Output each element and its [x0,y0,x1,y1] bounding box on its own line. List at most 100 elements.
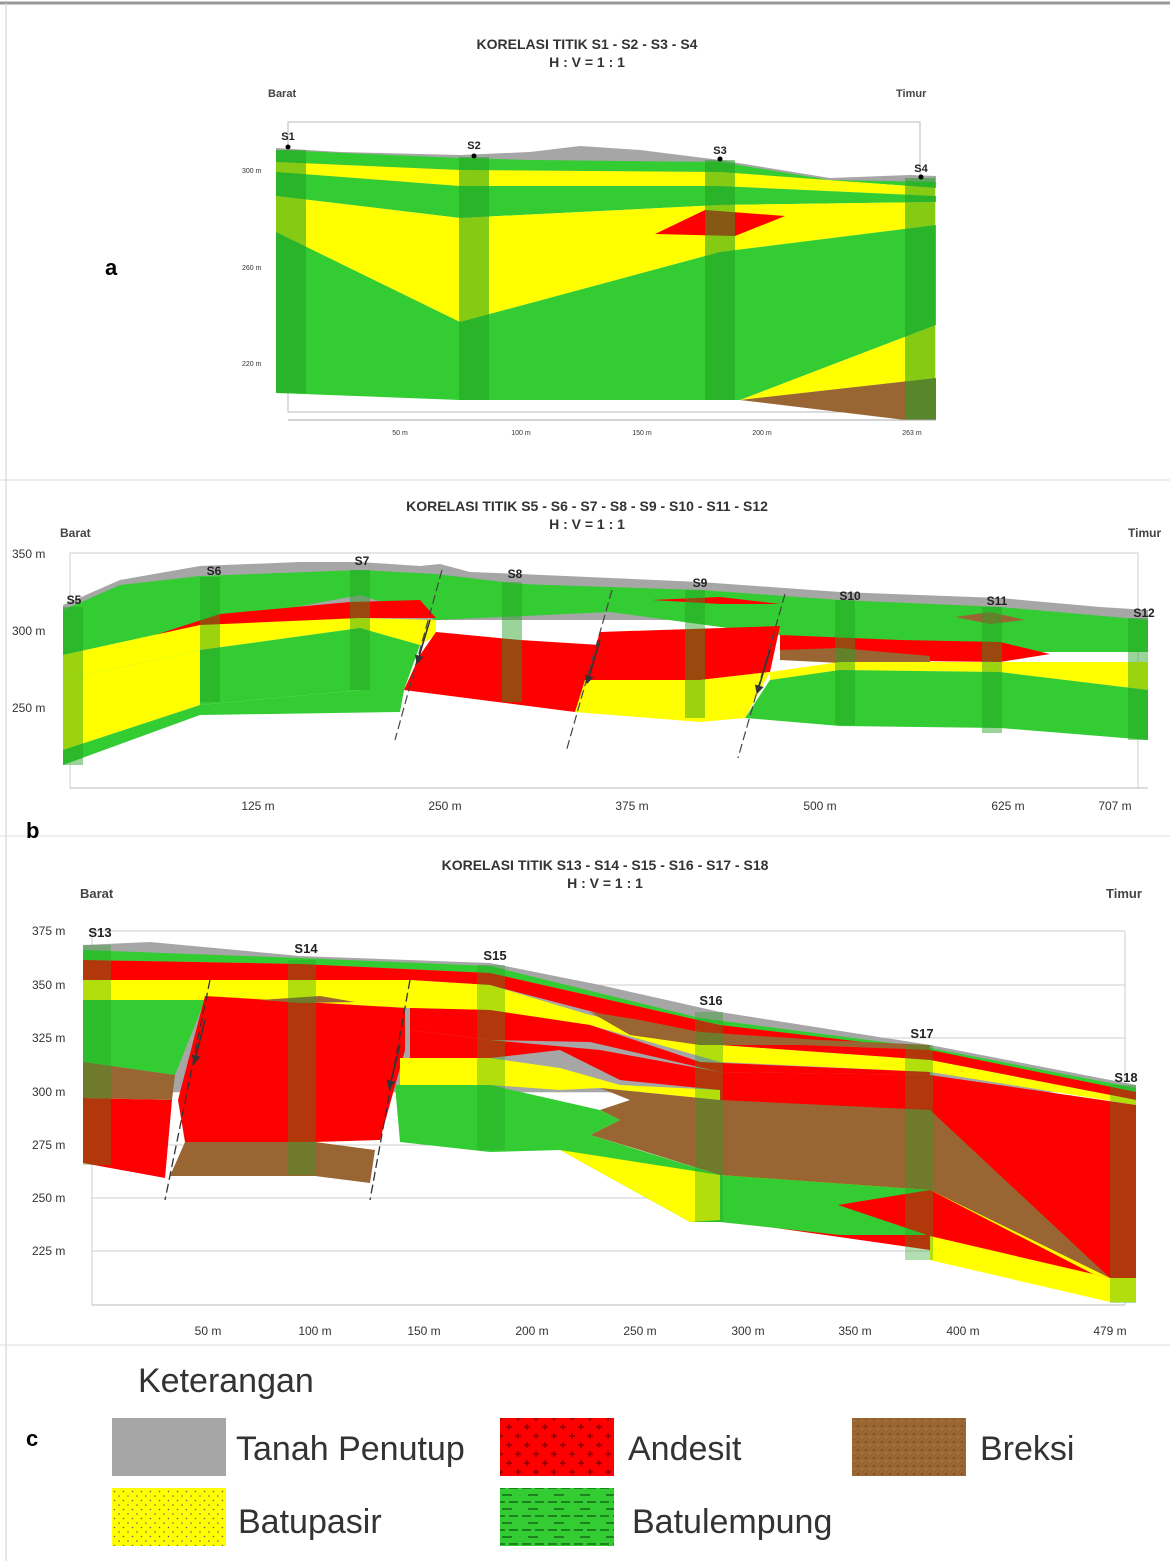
panel-c-scale: H : V = 1 : 1 [567,875,643,891]
panel-b-borehole-s11 [982,607,1002,733]
panel-b-fault-1 [394,569,443,741]
panel-b-label-s11: S11 [987,594,1008,608]
panel-c-xtick-479: 479 m [1093,1324,1126,1338]
panel-c-label-s16: S16 [699,993,722,1008]
panel-b-breksi-s11-lens [955,612,1025,624]
panel-a-ytick-260: 260 m [242,265,262,272]
panel-a-xtick-200: 200 m [752,430,772,437]
panel-c-andesit-lens-s17 [838,1190,1095,1275]
panel-c-ytick-350: 350 m [32,978,65,992]
panel-c-batulempung-s13 [83,1000,205,1075]
panel-b-ytick-250: 250 m [12,701,45,715]
legend-label-breksi: Breksi [980,1430,1074,1468]
panel-c-batupasir-s15 [400,1058,720,1100]
panel-b-fault-arrow-2 [584,639,601,685]
panel-b-andesit-block2 [585,626,780,680]
panel-b-batulempung-east [745,670,1148,740]
panel-c-xtick-250: 250 m [623,1324,656,1338]
panel-c-label-s17: S17 [910,1026,933,1041]
panel-c-letter: c [26,1426,38,1451]
panel-b-batulempung-base-west [63,690,404,765]
panel-a-marker-s2 [471,153,477,159]
legend-label-batulempung: Batulempung [632,1503,832,1541]
panel-a-xtick-50: 50 m [392,430,408,437]
panel-a-borehole-s2 [459,157,489,400]
panel-b-borehole-s7 [350,570,370,690]
panel-a-ytick-300: 300 m [242,168,262,175]
panel-a-east-label: Timur [896,88,927,100]
panel-a-batulempung-lower [276,225,936,400]
panel-c-batupasir-s13 [83,990,205,1000]
panel-b-scale: H : V = 1 : 1 [549,516,625,532]
panel-b-xtick-375: 375 m [615,799,648,813]
panel-c-ytick-375: 375 m [32,924,65,938]
panel-a-marker-s1 [285,144,291,150]
panel-b-borehole-s6 [200,577,220,702]
panel-b-batupasir-east [770,662,1148,690]
panel-a-xtick-150: 150 m [632,430,652,437]
panel-b-label-s12: S12 [1133,606,1155,620]
panel-b-xtick-250: 250 m [428,799,461,813]
panel-a-marker-s4 [918,174,924,180]
panel-b-breksi-east [780,648,930,663]
panel-a-borehole-s4 [905,178,935,420]
panel-b-borehole-s9 [685,590,705,718]
legend-swatch-breksi [852,1418,966,1476]
panel-a-batupasir-lower [740,325,936,400]
panel-a-ytick-220: 220 m [242,361,262,368]
legend-swatch-andesit [500,1418,614,1476]
panel-c-xtick-200: 200 m [515,1324,548,1338]
panel-b-andesit-block1 [404,632,600,712]
panel-c-andesit-s13 [83,1098,172,1178]
panel-a-title: KORELASI TITIK S1 - S2 - S3 - S4 [477,36,698,52]
panel-c-ytick-325: 325 m [32,1031,65,1045]
panel-c-borehole-s17 [905,1045,933,1260]
panel-a: KORELASI TITIK S1 - S2 - S3 - S4 H : V =… [105,36,936,437]
panel-c-xtick-50: 50 m [195,1324,222,1338]
panel-b-xtick-500: 500 m [803,799,836,813]
panel-c-borehole-s13 [83,945,111,1165]
panel-b-ytick-350: 350 m [12,547,45,561]
panel-a-west-label: Barat [268,88,296,100]
panel-b-label-s6: S6 [207,564,222,578]
panel-c-label-s14: S14 [294,941,318,956]
panel-b-batulempung-top [63,570,1148,655]
panel-b-label-s10: S10 [839,589,861,603]
panel-b-borehole-s8 [502,582,522,702]
panel-c-fault-arrow-2 [386,1044,401,1090]
panel-b-label-s9: S9 [693,576,708,590]
panel-c-breksi-main [590,1088,1110,1278]
panel-c-label-s13: S13 [88,925,111,940]
panel-c-borehole-s15 [477,965,505,1150]
legend-title: Keterangan [138,1362,314,1400]
panel-c: KORELASI TITIK S13 - S14 - S15 - S16 - S… [26,857,1142,1451]
panel-c-xtick-400: 400 m [946,1324,979,1338]
legend-swatch-batulempung [500,1488,614,1546]
panel-c-xtick-150: 150 m [407,1324,440,1338]
panel-c-xtick-300: 300 m [731,1324,764,1338]
panel-c-ytick-275: 275 m [32,1138,65,1152]
panel-a-xtick-100: 100 m [511,430,531,437]
panel-a-label-s1: S1 [281,131,294,143]
panel-c-andesit-block-s14 [178,996,405,1142]
legend-label-tanah-penutup: Tanah Penutup [236,1430,465,1468]
panel-c-borehole-s18 [1110,1085,1136,1303]
panel-c-borehole-s16 [695,1012,723,1222]
panel-b-title: KORELASI TITIK S5 - S6 - S7 - S8 - S9 - … [406,498,768,514]
panel-b-batupasir-block2 [575,672,770,722]
panel-b-xtick-625: 625 m [991,799,1024,813]
panel-a-batulempung-mid [276,172,936,218]
panel-c-andesit-top [83,960,1136,1100]
panel-a-letter: a [105,255,118,280]
panel-a-label-s4: S4 [914,163,928,175]
panel-c-fault-2 [369,979,411,1201]
panel-b-fault-arrow-3 [754,649,771,695]
panel-a-label-s3: S3 [713,145,726,157]
panel-a-breksi [740,378,936,420]
panel-c-fault-1 [164,979,211,1201]
panel-c-breksi-s14 [170,1142,375,1183]
panel-c-breksi-s14-lens [260,996,355,1003]
panel-a-borehole-s3 [705,160,735,400]
panel-a-label-s2: S2 [467,140,480,152]
